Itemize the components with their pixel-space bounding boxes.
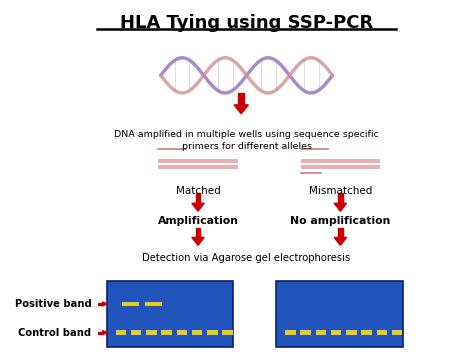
Bar bbox=[376, 331, 387, 335]
Text: Amplification: Amplification bbox=[157, 216, 238, 226]
Polygon shape bbox=[234, 105, 248, 114]
Bar bbox=[361, 331, 372, 335]
Bar bbox=[207, 331, 218, 335]
Bar bbox=[301, 159, 380, 163]
Text: HLA Tying using SSP-PCR: HLA Tying using SSP-PCR bbox=[120, 14, 373, 32]
Bar bbox=[145, 302, 162, 306]
Polygon shape bbox=[196, 193, 201, 203]
Bar bbox=[192, 331, 202, 335]
Bar bbox=[301, 165, 380, 169]
Bar bbox=[122, 302, 139, 306]
Bar bbox=[158, 159, 237, 163]
Bar bbox=[116, 331, 126, 335]
Polygon shape bbox=[192, 237, 204, 245]
Text: Positive band: Positive band bbox=[15, 299, 91, 309]
Polygon shape bbox=[103, 331, 108, 335]
Bar bbox=[107, 282, 233, 346]
Polygon shape bbox=[98, 332, 103, 334]
Text: No amplification: No amplification bbox=[290, 216, 391, 226]
Text: Matched: Matched bbox=[176, 186, 220, 196]
Polygon shape bbox=[334, 237, 346, 245]
Polygon shape bbox=[334, 203, 346, 211]
Bar bbox=[177, 331, 187, 335]
Bar bbox=[158, 165, 237, 169]
Polygon shape bbox=[338, 228, 343, 237]
Bar bbox=[161, 331, 172, 335]
Polygon shape bbox=[103, 302, 108, 306]
Bar bbox=[392, 331, 402, 335]
Bar bbox=[276, 282, 402, 346]
Bar bbox=[146, 331, 156, 335]
Polygon shape bbox=[238, 93, 244, 105]
Text: Control band: Control band bbox=[18, 328, 91, 338]
Bar bbox=[346, 331, 356, 335]
Polygon shape bbox=[196, 228, 201, 237]
Text: DNA amplified in multiple wells using sequence specific
primers for different al: DNA amplified in multiple wells using se… bbox=[114, 130, 379, 152]
Polygon shape bbox=[192, 203, 204, 211]
Text: Detection via Agarose gel electrophoresis: Detection via Agarose gel electrophoresi… bbox=[143, 253, 351, 263]
Bar bbox=[316, 331, 326, 335]
Bar bbox=[331, 331, 341, 335]
Bar bbox=[301, 331, 311, 335]
Bar bbox=[131, 331, 141, 335]
Bar bbox=[285, 331, 295, 335]
Text: Mismatched: Mismatched bbox=[309, 186, 372, 196]
Polygon shape bbox=[338, 193, 343, 203]
Bar bbox=[222, 331, 233, 335]
Polygon shape bbox=[98, 303, 103, 305]
